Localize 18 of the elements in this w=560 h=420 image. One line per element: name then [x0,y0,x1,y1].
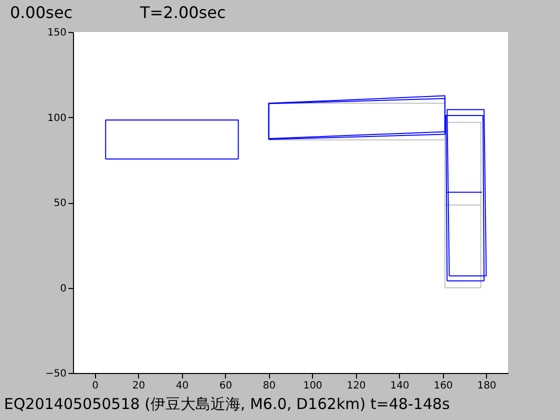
x-tick-label: 120 [346,380,366,392]
y-tick-label: −50 [45,368,66,380]
x-tick-label: 20 [132,380,146,392]
x-tick-label: 180 [477,380,496,392]
x-tick-label: 40 [176,380,189,392]
text: T=2.00sec [140,3,226,22]
x-tick-label: 60 [219,380,232,392]
x-tick-label: 0 [92,380,98,392]
x-tick-label: 160 [434,380,453,392]
x-tick-label: 140 [390,380,410,392]
y-tick-label: 150 [47,28,66,38]
y-tick-label: 0 [60,283,66,294]
x-tick-label: 80 [262,380,276,392]
chart-title: 0.00sec [10,3,73,22]
x-tick-label: 100 [303,380,322,392]
y-tick-label: 100 [47,112,66,124]
y-tick-label: 50 [54,198,66,209]
text: EQ201405050518 (伊豆大島近海, M6.0, D162km) t=48-148s [4,395,450,414]
